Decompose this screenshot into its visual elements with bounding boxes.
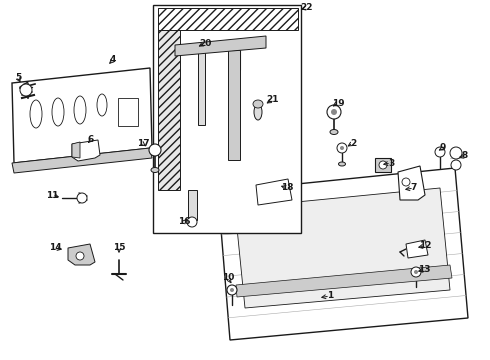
Circle shape bbox=[20, 84, 32, 96]
Bar bbox=[158, 30, 180, 190]
Circle shape bbox=[340, 146, 344, 150]
Circle shape bbox=[379, 161, 387, 169]
Polygon shape bbox=[68, 244, 95, 265]
Circle shape bbox=[149, 144, 161, 156]
Circle shape bbox=[402, 178, 410, 186]
Ellipse shape bbox=[339, 162, 345, 166]
Bar bbox=[228, 50, 240, 160]
Ellipse shape bbox=[254, 104, 262, 120]
Bar bbox=[158, 8, 298, 30]
Ellipse shape bbox=[97, 94, 107, 116]
Ellipse shape bbox=[52, 98, 64, 126]
Circle shape bbox=[77, 193, 87, 203]
Text: 20: 20 bbox=[199, 39, 211, 48]
Circle shape bbox=[187, 217, 197, 227]
Text: 12: 12 bbox=[419, 242, 431, 251]
Polygon shape bbox=[236, 265, 452, 297]
Text: 8: 8 bbox=[462, 152, 468, 161]
Text: 9: 9 bbox=[440, 144, 446, 153]
Polygon shape bbox=[235, 188, 450, 308]
Text: 19: 19 bbox=[332, 99, 344, 108]
Bar bbox=[375, 158, 391, 172]
Text: 1: 1 bbox=[327, 292, 333, 301]
Bar bbox=[188, 190, 197, 220]
Circle shape bbox=[414, 270, 418, 274]
Text: 2: 2 bbox=[350, 139, 356, 148]
Ellipse shape bbox=[330, 130, 338, 135]
Circle shape bbox=[411, 267, 421, 277]
Polygon shape bbox=[72, 140, 100, 161]
Circle shape bbox=[331, 109, 337, 115]
Ellipse shape bbox=[74, 96, 86, 124]
Text: 10: 10 bbox=[222, 274, 234, 283]
Ellipse shape bbox=[253, 100, 263, 108]
Polygon shape bbox=[218, 168, 468, 340]
Polygon shape bbox=[406, 240, 428, 258]
Circle shape bbox=[76, 252, 84, 260]
Text: 4: 4 bbox=[110, 55, 116, 64]
Circle shape bbox=[230, 288, 234, 292]
Text: 7: 7 bbox=[411, 184, 417, 193]
Polygon shape bbox=[72, 142, 80, 158]
Bar bbox=[153, 5, 301, 233]
Text: 5: 5 bbox=[15, 73, 21, 82]
Text: 13: 13 bbox=[418, 266, 430, 274]
Text: 14: 14 bbox=[49, 243, 61, 252]
Circle shape bbox=[451, 160, 461, 170]
Circle shape bbox=[337, 143, 347, 153]
Text: 11: 11 bbox=[46, 190, 58, 199]
Text: 22: 22 bbox=[300, 4, 312, 13]
Text: 6: 6 bbox=[88, 135, 94, 144]
Polygon shape bbox=[175, 36, 266, 56]
Circle shape bbox=[435, 147, 445, 157]
Text: 17: 17 bbox=[137, 139, 149, 148]
Circle shape bbox=[450, 147, 462, 159]
Circle shape bbox=[227, 285, 237, 295]
Ellipse shape bbox=[151, 167, 159, 172]
Circle shape bbox=[327, 105, 341, 119]
Polygon shape bbox=[398, 166, 425, 200]
Polygon shape bbox=[12, 68, 152, 163]
Bar bbox=[118, 98, 138, 126]
Text: 3: 3 bbox=[388, 158, 394, 167]
Text: 21: 21 bbox=[266, 95, 278, 104]
Text: 16: 16 bbox=[178, 217, 190, 226]
Polygon shape bbox=[256, 179, 292, 205]
Text: 15: 15 bbox=[113, 243, 125, 252]
Bar bbox=[198, 50, 205, 125]
Text: 18: 18 bbox=[281, 184, 293, 193]
Polygon shape bbox=[12, 148, 152, 173]
Ellipse shape bbox=[30, 100, 42, 128]
